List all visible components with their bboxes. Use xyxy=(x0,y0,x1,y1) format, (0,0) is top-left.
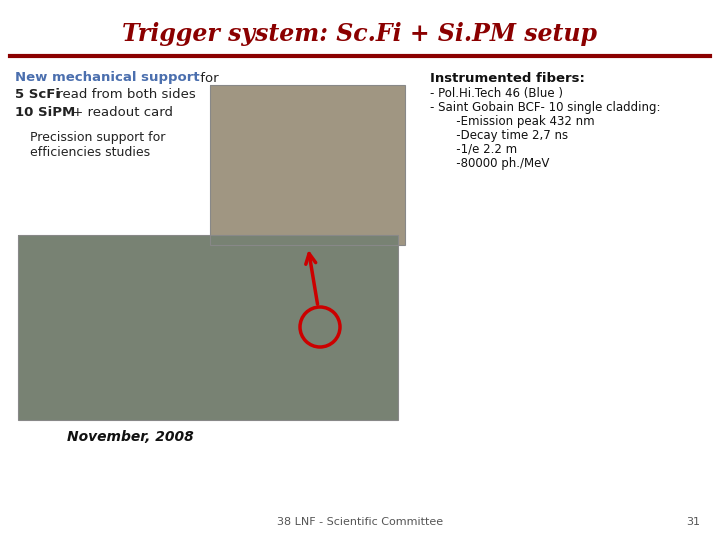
Text: 10 SiPM: 10 SiPM xyxy=(15,105,76,118)
Text: 5 ScFi: 5 ScFi xyxy=(15,89,60,102)
Bar xyxy=(210,85,405,245)
Text: Precission support for: Precission support for xyxy=(30,131,166,144)
Text: -1/e 2.2 m: -1/e 2.2 m xyxy=(430,143,517,156)
Text: efficiencies studies: efficiencies studies xyxy=(30,145,150,159)
Text: 31: 31 xyxy=(686,517,700,527)
Text: -Emission peak 432 nm: -Emission peak 432 nm xyxy=(430,114,595,127)
Text: - Pol.Hi.Tech 46 (Blue ): - Pol.Hi.Tech 46 (Blue ) xyxy=(430,86,563,99)
Text: + readout card: + readout card xyxy=(68,105,173,118)
Text: read from both sides: read from both sides xyxy=(53,89,196,102)
Bar xyxy=(18,235,398,420)
Text: New mechanical support: New mechanical support xyxy=(15,71,199,84)
Text: Instrumented fibers:: Instrumented fibers: xyxy=(430,71,585,84)
Text: -80000 ph./MeV: -80000 ph./MeV xyxy=(430,157,549,170)
Text: Trigger system: Sc.Fi + Si.PM setup: Trigger system: Sc.Fi + Si.PM setup xyxy=(122,22,598,46)
Text: 38 LNF - Scientific Committee: 38 LNF - Scientific Committee xyxy=(277,517,443,527)
Text: for: for xyxy=(196,71,219,84)
Text: -Decay time 2,7 ns: -Decay time 2,7 ns xyxy=(430,129,568,141)
Text: November, 2008: November, 2008 xyxy=(67,430,194,444)
Text: - Saint Gobain BCF- 10 single cladding:: - Saint Gobain BCF- 10 single cladding: xyxy=(430,100,660,113)
